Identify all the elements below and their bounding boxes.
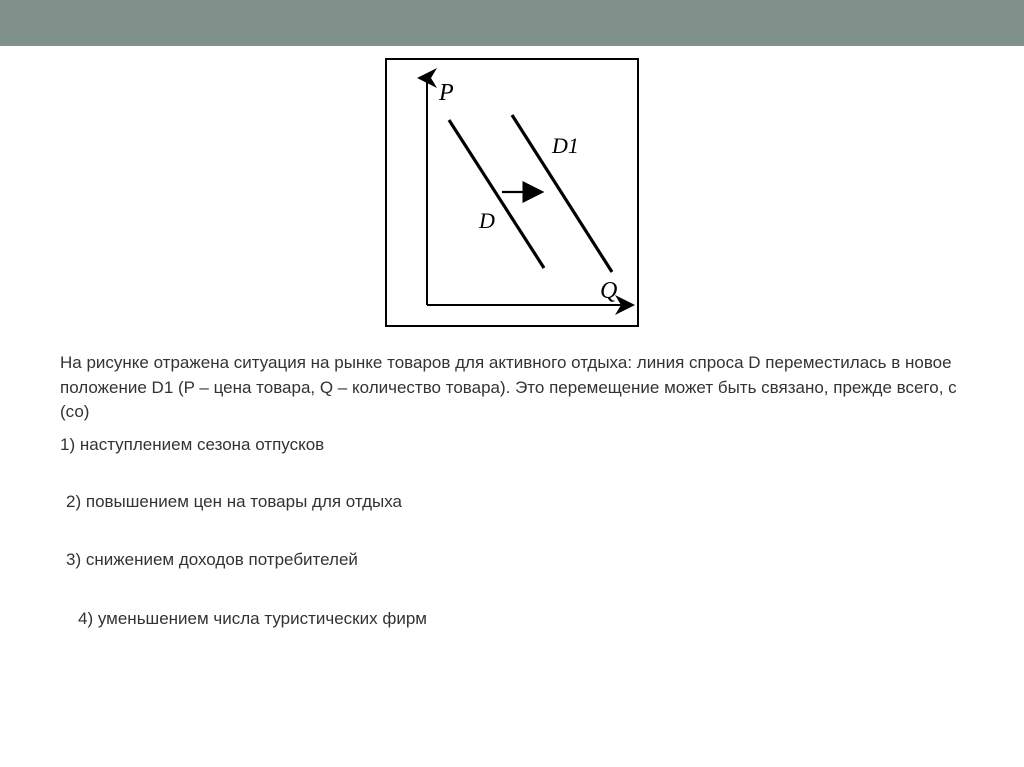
content-area: P Q D D1 На рисунке отражена ситуация на… (0, 58, 1024, 631)
option-3: 3) снижением доходов потребителей (66, 548, 964, 573)
chart-container: P Q D D1 (60, 58, 964, 327)
y-axis-label: P (438, 80, 454, 106)
option-text: повышением цен на товары для отдыха (86, 492, 402, 511)
option-2: 2) повышением цен на товары для отдыха (66, 490, 964, 515)
x-axis-label: Q (600, 278, 617, 304)
option-text: уменьшением числа туристических фирм (98, 609, 427, 628)
option-number: 4) (78, 609, 93, 628)
series-d1-label: D1 (551, 133, 579, 158)
option-number: 1) (60, 435, 75, 454)
chart-svg: P Q D D1 (387, 60, 637, 325)
top-bar (0, 0, 1024, 46)
option-text: снижением доходов потребителей (86, 550, 358, 569)
series-d-label: D (478, 208, 495, 233)
option-number: 2) (66, 492, 81, 511)
option-4: 4) уменьшением числа туристических фирм (78, 607, 964, 632)
demand-shift-chart: P Q D D1 (385, 58, 639, 327)
question-prompt: На рисунке отражена ситуация на рынке то… (60, 351, 964, 425)
option-1: 1) наступлением сезона отпусков (60, 433, 964, 458)
option-number: 3) (66, 550, 81, 569)
option-text: наступлением сезона отпусков (80, 435, 324, 454)
